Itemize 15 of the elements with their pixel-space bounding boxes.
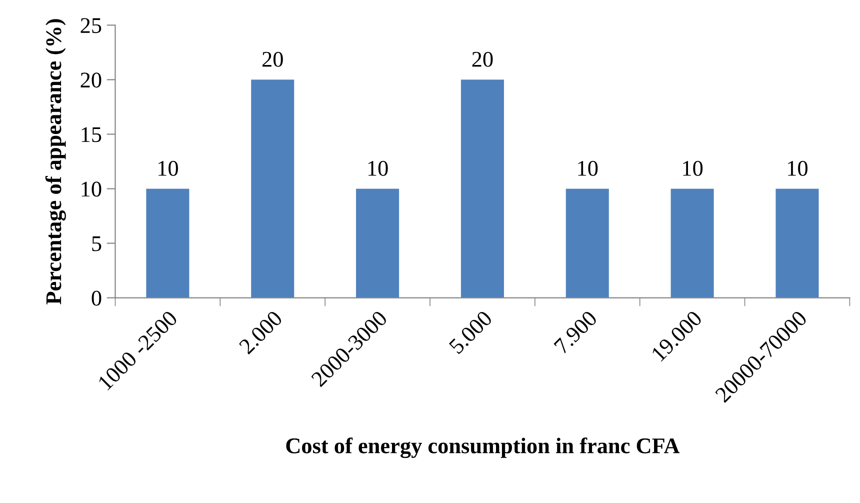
x-axis-title: Cost of energy consumption in franc CFA (286, 437, 680, 458)
y-tick-label: 5 (92, 236, 102, 252)
y-tick-label: 10 (82, 182, 102, 197)
data-label: 20 (262, 52, 283, 67)
y-axis-title: Percentage of appearance (%) (45, 19, 66, 304)
data-label: 10 (683, 160, 703, 176)
data-label: 10 (788, 160, 808, 176)
data-label: 10 (158, 160, 178, 176)
y-tick-label: 0 (92, 290, 102, 306)
y-tick-label: 25 (80, 18, 102, 34)
y-tick-label: 20 (80, 72, 102, 88)
data-label: 20 (472, 52, 493, 67)
y-tick-label: 15 (82, 127, 102, 142)
data-label: 10 (368, 160, 388, 176)
data-label: 10 (578, 160, 598, 176)
